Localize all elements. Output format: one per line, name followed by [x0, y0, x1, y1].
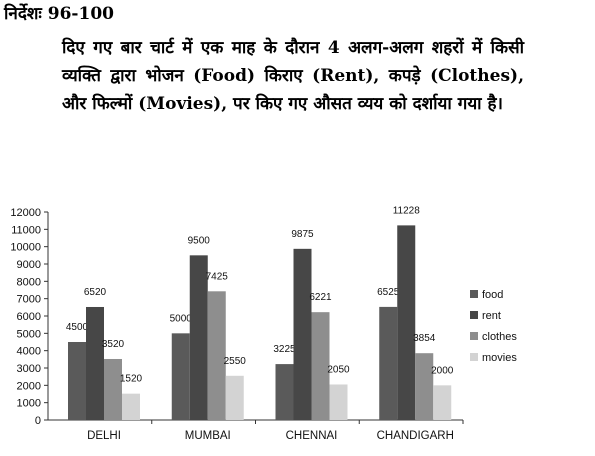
x-category-label: CHANDIGARH: [377, 430, 454, 442]
bar-food-delhi: [68, 342, 86, 420]
bar-food-chandigarh: [379, 306, 398, 420]
data-label: 6520: [84, 287, 107, 298]
bar-food-mumbai: [171, 333, 190, 420]
legend-label-movies: movies: [482, 352, 517, 364]
data-label: 2000: [431, 365, 454, 376]
y-tick-label: 6000: [17, 311, 41, 323]
data-label: 3225: [273, 344, 296, 355]
data-label: 6525: [377, 287, 400, 298]
data-label: 2050: [327, 364, 350, 375]
data-label: 9875: [291, 229, 314, 240]
y-tick-label: 7000: [17, 294, 41, 306]
bar-movies-chandigarh: [433, 385, 452, 420]
y-tick-label: 5000: [17, 328, 41, 340]
bar-rent-chennai: [293, 248, 312, 420]
data-label: 1520: [120, 374, 143, 385]
bar-rent-chandigarh: [397, 225, 416, 420]
legend-swatch-food: [470, 290, 478, 298]
data-label: 3854: [413, 333, 436, 344]
y-tick-label: 11000: [11, 224, 41, 236]
bar-movies-mumbai: [225, 375, 244, 420]
question-heading: निर्देशः 96-100: [4, 4, 114, 24]
bar-movies-chennai: [329, 384, 348, 420]
legend-label-clothes: clothes: [482, 331, 517, 343]
data-label: 5000: [170, 313, 193, 324]
data-label: 9500: [188, 235, 211, 246]
y-tick-label: 1000: [17, 398, 41, 410]
data-label: 2550: [224, 356, 247, 367]
legend-swatch-rent: [470, 311, 478, 319]
x-category-label: MUMBAI: [185, 430, 231, 442]
y-tick-label: 0: [35, 415, 41, 427]
bar-clothes-delhi: [104, 358, 122, 420]
bar-movies-delhi: [122, 393, 140, 420]
x-category-label: DELHI: [87, 430, 121, 442]
bar-clothes-chennai: [311, 312, 330, 420]
legend-label-rent: rent: [482, 310, 501, 322]
bar-clothes-chandigarh: [415, 353, 434, 420]
data-label: 3520: [102, 339, 125, 350]
y-tick-label: 3000: [17, 363, 41, 375]
y-tick-label: 4000: [17, 346, 41, 358]
y-tick-label: 2000: [17, 380, 41, 392]
data-label: 11228: [393, 205, 421, 216]
legend-swatch-clothes: [470, 332, 478, 340]
bar-chart: 0 1000 2000 3000 4000 5000 6000 7000 8000 9000 100…: [10, 205, 517, 442]
bar-clothes-mumbai: [207, 291, 226, 420]
y-tick-label: 12000: [10, 207, 41, 219]
question-instruction: दिए गए बार चार्ट में एक माह के दौरान 4 अ…: [62, 38, 524, 114]
data-label: 6221: [309, 292, 332, 303]
x-category-label: CHENNAI: [286, 430, 338, 442]
legend-swatch-movies: [470, 353, 478, 361]
bar-food-chennai: [275, 364, 294, 420]
y-tick-label: 8000: [17, 276, 41, 288]
bar-rent-delhi: [86, 306, 104, 420]
data-label: 4500: [66, 322, 89, 333]
data-label: 7425: [206, 271, 229, 282]
bar-rent-mumbai: [189, 255, 208, 420]
legend-label-food: food: [482, 289, 503, 301]
y-tick-label: 9000: [17, 259, 41, 271]
y-tick-label: 10000: [10, 242, 41, 254]
